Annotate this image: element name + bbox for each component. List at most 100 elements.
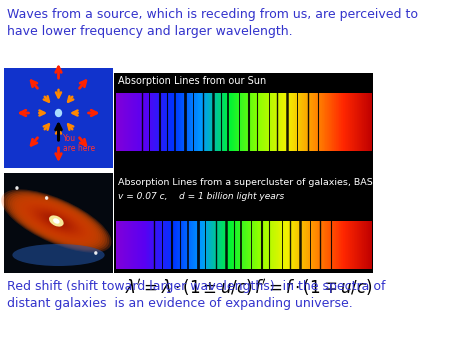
Bar — [231, 221, 232, 269]
Bar — [130, 93, 131, 151]
Bar — [166, 93, 168, 151]
Bar — [301, 221, 302, 269]
Bar — [206, 221, 207, 269]
Bar — [191, 221, 192, 269]
Bar — [235, 93, 236, 151]
Bar — [330, 221, 331, 269]
Bar — [214, 93, 215, 151]
Bar — [368, 93, 369, 151]
Bar — [313, 221, 314, 269]
Bar — [325, 93, 326, 151]
Bar — [160, 93, 161, 151]
Bar — [4, 173, 113, 273]
Bar — [257, 93, 258, 151]
Bar — [160, 221, 161, 269]
Bar — [249, 221, 251, 269]
Bar — [129, 93, 130, 151]
Bar — [340, 221, 342, 269]
Bar — [232, 221, 234, 269]
Bar — [255, 93, 256, 151]
Bar — [338, 93, 339, 151]
Bar — [202, 93, 203, 151]
Bar — [233, 221, 234, 269]
Bar — [268, 221, 270, 269]
Bar — [266, 221, 267, 269]
Bar — [176, 221, 177, 269]
Bar — [184, 93, 186, 151]
Bar — [273, 93, 274, 151]
Bar — [177, 221, 178, 269]
Bar — [291, 93, 293, 151]
Bar — [212, 221, 213, 269]
Bar — [236, 93, 238, 151]
Bar — [288, 221, 289, 269]
Bar — [136, 221, 137, 269]
Bar — [346, 221, 347, 269]
Bar — [274, 93, 276, 151]
Bar — [147, 93, 148, 151]
Ellipse shape — [50, 217, 63, 225]
Ellipse shape — [41, 212, 72, 230]
Bar — [266, 221, 267, 269]
Bar — [145, 221, 146, 269]
Bar — [218, 221, 220, 269]
Ellipse shape — [43, 213, 70, 228]
Bar — [310, 93, 311, 151]
Bar — [284, 93, 285, 151]
Bar — [207, 221, 209, 269]
Ellipse shape — [27, 204, 85, 237]
Bar — [367, 93, 368, 151]
Bar — [179, 221, 180, 269]
Bar — [194, 221, 195, 269]
Bar — [191, 93, 193, 151]
Bar — [228, 93, 229, 151]
Bar — [293, 221, 294, 269]
Bar — [171, 93, 173, 151]
Bar — [243, 221, 244, 269]
Bar — [124, 221, 125, 269]
Bar — [371, 221, 372, 269]
Bar — [131, 221, 133, 269]
Bar — [162, 221, 163, 269]
Ellipse shape — [53, 218, 59, 224]
Bar — [285, 93, 287, 151]
Bar — [303, 93, 304, 151]
Bar — [135, 93, 136, 151]
Bar — [222, 221, 223, 269]
Bar — [267, 221, 269, 269]
Bar — [262, 221, 264, 269]
Bar — [180, 93, 182, 151]
Bar — [210, 93, 211, 151]
Bar — [224, 93, 225, 151]
Bar — [190, 221, 192, 269]
Bar — [220, 93, 221, 151]
Bar — [162, 93, 163, 151]
Bar — [117, 93, 119, 151]
Bar — [238, 93, 239, 151]
Bar — [220, 221, 221, 269]
Bar — [264, 93, 265, 151]
Bar — [347, 93, 348, 151]
Bar — [355, 93, 356, 151]
Bar — [278, 221, 279, 269]
Bar — [258, 93, 260, 151]
Bar — [183, 93, 184, 151]
Bar — [237, 221, 238, 269]
Bar — [323, 93, 324, 151]
Bar — [292, 93, 293, 151]
Bar — [121, 93, 122, 151]
Bar — [226, 221, 228, 269]
Bar — [340, 93, 342, 151]
Bar — [209, 93, 210, 151]
Bar — [286, 93, 287, 151]
Bar — [313, 93, 315, 151]
Bar — [123, 93, 125, 151]
Bar — [226, 93, 227, 151]
Bar — [273, 93, 274, 151]
Bar — [232, 221, 233, 269]
Bar — [335, 221, 336, 269]
Bar — [297, 93, 299, 151]
Bar — [200, 221, 202, 269]
Bar — [172, 221, 174, 269]
Bar — [180, 93, 181, 151]
